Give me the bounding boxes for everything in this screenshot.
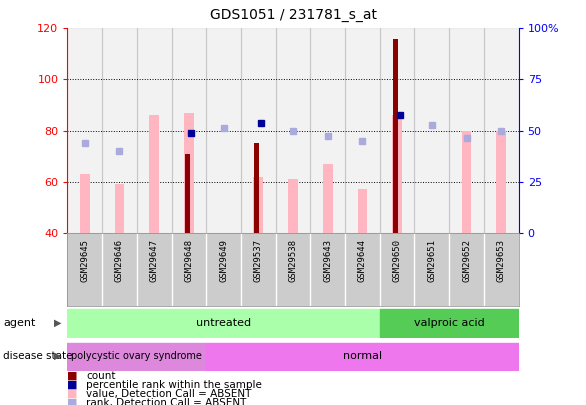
Text: ■: ■ xyxy=(67,371,78,381)
Text: GSM29538: GSM29538 xyxy=(288,239,298,282)
Text: ▶: ▶ xyxy=(54,318,62,328)
Bar xyxy=(311,28,345,233)
Text: polycystic ovary syndrome: polycystic ovary syndrome xyxy=(71,351,202,361)
Bar xyxy=(496,130,506,233)
Text: normal: normal xyxy=(343,351,382,361)
Text: GSM29644: GSM29644 xyxy=(358,239,367,282)
Text: GDS1051 / 231781_s_at: GDS1051 / 231781_s_at xyxy=(210,8,376,22)
Bar xyxy=(137,28,172,233)
Text: GSM29651: GSM29651 xyxy=(427,239,437,282)
Text: GSM29647: GSM29647 xyxy=(149,239,159,282)
Text: GSM29649: GSM29649 xyxy=(219,239,228,282)
Bar xyxy=(380,28,414,233)
Bar xyxy=(206,28,241,233)
Text: agent: agent xyxy=(3,318,35,328)
Text: GSM29645: GSM29645 xyxy=(80,239,89,282)
Text: untreated: untreated xyxy=(196,318,251,328)
Bar xyxy=(254,143,259,233)
Bar xyxy=(357,190,367,233)
Bar xyxy=(184,113,194,233)
Bar xyxy=(449,28,484,233)
Text: GSM29648: GSM29648 xyxy=(185,239,193,282)
Bar xyxy=(67,309,380,337)
Bar xyxy=(414,28,449,233)
Text: rank, Detection Call = ABSENT: rank, Detection Call = ABSENT xyxy=(86,398,247,405)
Text: GSM29646: GSM29646 xyxy=(115,239,124,282)
Text: disease state: disease state xyxy=(3,351,73,361)
Bar xyxy=(253,177,263,233)
Bar xyxy=(185,153,190,233)
Text: GSM29650: GSM29650 xyxy=(393,239,401,282)
Bar xyxy=(393,38,398,233)
Bar xyxy=(275,28,311,233)
Text: GSM29643: GSM29643 xyxy=(323,239,332,282)
Bar xyxy=(67,28,102,233)
Bar xyxy=(323,164,333,233)
Text: ■: ■ xyxy=(67,389,78,399)
Text: GSM29537: GSM29537 xyxy=(254,239,263,282)
Bar xyxy=(149,115,159,233)
Bar xyxy=(80,174,90,233)
Text: ■: ■ xyxy=(67,380,78,390)
Bar xyxy=(206,343,519,370)
Bar xyxy=(241,28,275,233)
Bar xyxy=(462,130,471,233)
Text: percentile rank within the sample: percentile rank within the sample xyxy=(86,380,262,390)
Text: valproic acid: valproic acid xyxy=(414,318,485,328)
Text: ■: ■ xyxy=(67,398,78,405)
Bar xyxy=(392,115,402,233)
Text: GSM29653: GSM29653 xyxy=(497,239,506,282)
Text: GSM29652: GSM29652 xyxy=(462,239,471,282)
Text: count: count xyxy=(86,371,115,381)
Bar xyxy=(380,309,519,337)
Bar xyxy=(288,179,298,233)
Text: ▶: ▶ xyxy=(54,351,62,361)
Bar xyxy=(172,28,206,233)
Bar xyxy=(102,28,137,233)
Bar xyxy=(345,28,380,233)
Bar xyxy=(67,343,206,370)
Bar xyxy=(484,28,519,233)
Bar xyxy=(115,184,124,233)
Text: value, Detection Call = ABSENT: value, Detection Call = ABSENT xyxy=(86,389,251,399)
